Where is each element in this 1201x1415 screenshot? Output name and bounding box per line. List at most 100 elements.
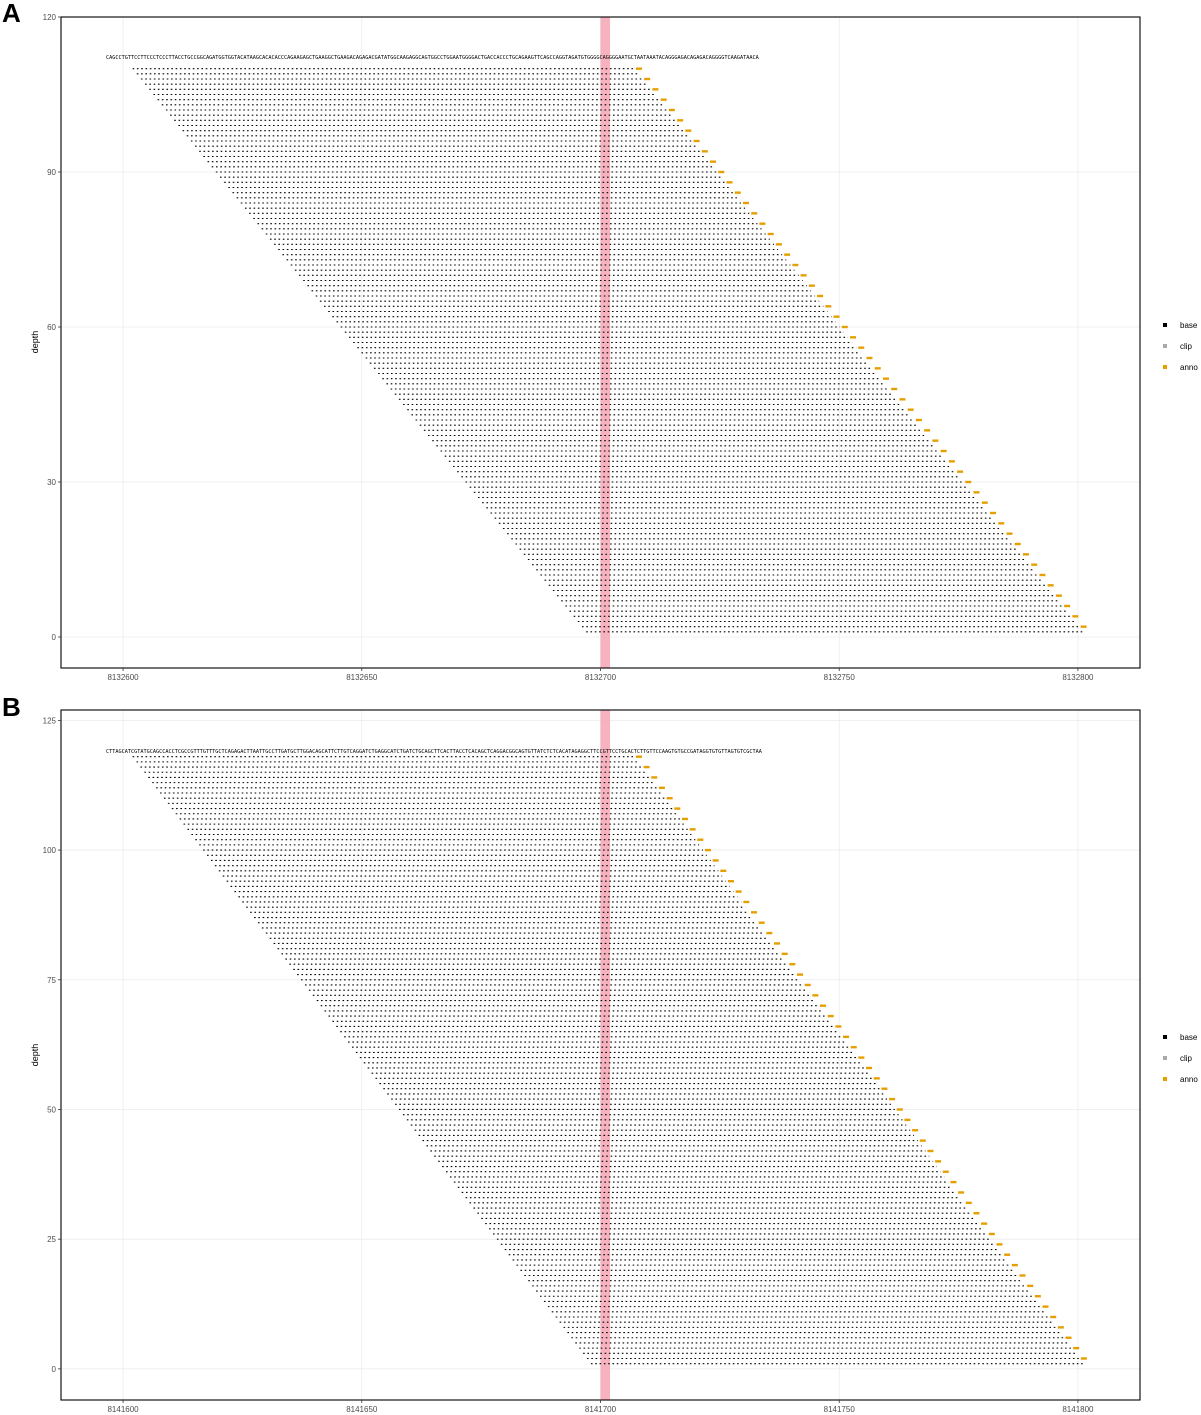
anno-mark bbox=[817, 294, 824, 298]
x-tick-label: 8132800 bbox=[1062, 673, 1094, 682]
anno-mark bbox=[835, 1025, 842, 1028]
panel-a: A CAGCCTGTTCCTTCCCTCCCTTACCTGCCGGCAGATGG… bbox=[2, 0, 1198, 682]
anno-mark bbox=[758, 921, 765, 924]
x-tick-label: 8141800 bbox=[1062, 1405, 1094, 1414]
anno-mark bbox=[1057, 1326, 1064, 1329]
anno-mark bbox=[891, 387, 898, 391]
x-axis: 8132600 8132650 8132700 8132750 8132800 bbox=[107, 668, 1094, 682]
y-tick-label: 75 bbox=[47, 976, 56, 985]
legend-label-clip: clip bbox=[1180, 342, 1193, 351]
anno-mark bbox=[1004, 1253, 1011, 1256]
anno-mark bbox=[981, 501, 988, 504]
anno-mark bbox=[912, 1129, 919, 1132]
y-tick-label: 125 bbox=[43, 716, 57, 725]
anno-mark bbox=[927, 1149, 934, 1153]
panel-b: B CTTAGCATCGTATGCAGCCACCTCGCCGTTTGTTTGCT… bbox=[2, 692, 1198, 1414]
highlight-band-rect bbox=[600, 17, 611, 668]
read-pileup bbox=[132, 67, 1087, 633]
y-tick-label: 50 bbox=[47, 1105, 56, 1114]
anno-mark bbox=[996, 1243, 1003, 1246]
anno-mark bbox=[775, 243, 782, 246]
y-tick-label: 0 bbox=[52, 633, 57, 642]
legend-key-clip bbox=[1163, 1056, 1167, 1060]
y-tick-label: 30 bbox=[47, 478, 56, 487]
legend-label-anno: anno bbox=[1180, 1075, 1198, 1084]
anno-mark bbox=[873, 1077, 880, 1080]
anno-mark bbox=[652, 88, 659, 91]
x-tick-label: 8132750 bbox=[824, 673, 856, 682]
anno-mark bbox=[866, 356, 873, 360]
anno-mark bbox=[924, 429, 931, 432]
anno-mark bbox=[712, 859, 719, 862]
legend-key-base bbox=[1163, 323, 1167, 327]
anno-mark bbox=[965, 480, 972, 484]
anno-mark bbox=[1065, 1336, 1072, 1339]
anno-mark bbox=[677, 119, 684, 122]
anno-mark bbox=[726, 181, 733, 184]
anno-mark bbox=[643, 765, 650, 769]
x-tick-label: 8132650 bbox=[346, 673, 378, 682]
anno-mark bbox=[727, 880, 734, 883]
anno-mark bbox=[882, 377, 889, 380]
anno-mark bbox=[1072, 615, 1079, 618]
reference-sequence: CAGCCTGTTCCTTCCCTCCCTTACCTGCCGGCAGATGGTG… bbox=[106, 55, 760, 61]
y-axis-title: depth bbox=[30, 1044, 40, 1067]
legend-key-clip bbox=[1163, 344, 1167, 348]
panel-label: B bbox=[2, 692, 21, 722]
anno-mark bbox=[1055, 594, 1062, 597]
anno-mark bbox=[881, 1087, 888, 1090]
reference-sequence: CTTAGCATCGTATGCAGCCACCTCGCCGTTTGTTTGCTCA… bbox=[106, 749, 763, 755]
y-axis-title: depth bbox=[30, 331, 40, 354]
anno-mark bbox=[973, 1212, 980, 1215]
anno-mark bbox=[825, 305, 832, 308]
anno-mark bbox=[720, 869, 727, 873]
anno-mark bbox=[674, 807, 681, 810]
anno-mark bbox=[1027, 1284, 1034, 1288]
anno-mark bbox=[804, 983, 811, 987]
anno-mark bbox=[668, 108, 675, 112]
anno-mark bbox=[1047, 584, 1054, 587]
anno-mark bbox=[701, 150, 708, 153]
anno-mark bbox=[866, 1066, 873, 1070]
anno-mark bbox=[919, 1139, 926, 1142]
anno-mark bbox=[843, 1035, 850, 1039]
anno-mark bbox=[644, 77, 651, 81]
anno-mark bbox=[858, 1056, 865, 1059]
x-tick-label: 8132600 bbox=[107, 673, 139, 682]
anno-mark bbox=[858, 346, 865, 349]
anno-mark bbox=[750, 911, 757, 914]
anno-mark bbox=[1080, 625, 1087, 628]
anno-mark bbox=[666, 796, 673, 800]
anno-mark bbox=[899, 398, 906, 401]
legend: base clip anno bbox=[1163, 321, 1198, 372]
read-pileup bbox=[132, 755, 1087, 1365]
anno-mark bbox=[789, 963, 796, 966]
anno-mark bbox=[1039, 573, 1046, 577]
anno-mark bbox=[942, 1170, 949, 1173]
anno-mark bbox=[850, 1046, 857, 1049]
anno-mark bbox=[957, 470, 964, 473]
y-tick-label: 90 bbox=[47, 168, 56, 177]
anno-mark bbox=[651, 776, 658, 779]
anno-mark bbox=[1006, 532, 1013, 535]
anno-mark bbox=[948, 460, 955, 463]
anno-mark bbox=[988, 1232, 995, 1236]
anno-mark bbox=[1080, 1357, 1087, 1360]
anno-mark bbox=[742, 201, 749, 205]
legend-label-clip: clip bbox=[1180, 1054, 1193, 1063]
anno-mark bbox=[774, 942, 781, 945]
anno-mark bbox=[658, 786, 665, 790]
y-tick-label: 120 bbox=[43, 13, 57, 22]
anno-mark bbox=[781, 952, 788, 956]
legend-label-base: base bbox=[1180, 321, 1198, 330]
anno-mark bbox=[850, 336, 857, 339]
anno-mark bbox=[998, 522, 1005, 525]
anno-mark bbox=[940, 449, 947, 453]
anno-mark bbox=[1014, 542, 1021, 546]
anno-mark bbox=[812, 994, 819, 997]
anno-mark bbox=[1073, 1346, 1080, 1350]
highlight-band bbox=[600, 17, 611, 668]
anno-mark bbox=[841, 325, 848, 329]
anno-mark bbox=[681, 817, 688, 821]
anno-mark bbox=[950, 1180, 957, 1184]
